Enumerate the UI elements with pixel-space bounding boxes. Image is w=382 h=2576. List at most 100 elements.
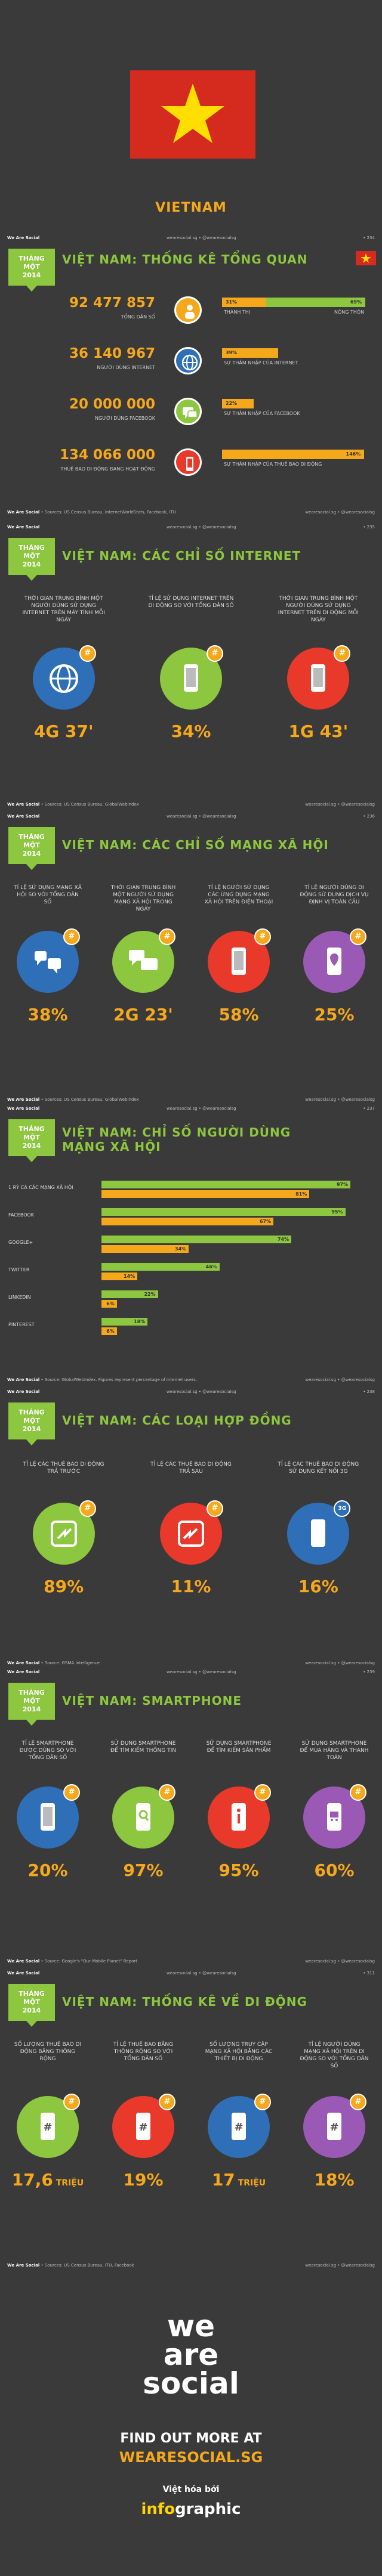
stat-value: 38% — [27, 1005, 68, 1024]
month-badge: THÁNG MỘT 2014 — [8, 249, 55, 292]
active-users-bar: 22% — [101, 1290, 158, 1298]
svg-text:#: # — [138, 2121, 147, 2134]
stat-item: TỈ LỆ CÁC THUÊ BAO DI ĐỘNG TRẢ SAU #11% — [127, 1461, 254, 1664]
slide-footer: We Are Social • Sources: US Census Burea… — [7, 2263, 375, 2268]
slide-header: We Are Social wearesocial.sg • @wearesoci… — [7, 236, 375, 240]
stat-badge: # — [206, 1500, 223, 1517]
stat-item: SỐ LƯỢNG THUÊ BAO DI ĐỘNG BĂNG THÔNG RỘN… — [0, 2041, 96, 2244]
stat-value: 18% — [314, 2170, 355, 2190]
stat-badge: 3G — [334, 1500, 351, 1517]
stat-question: SỬ DỤNG SMARTPHONE ĐỂ MUA HÀNG VÀ THANH … — [300, 1741, 369, 1761]
social-network-label: TWITTER — [8, 1267, 30, 1272]
stat-item: TỈ LỆ CÁC THUÊ BAO DI ĐỘNG TRẢ TRƯỚC #89% — [0, 1461, 127, 1664]
month-badge: THÁNG MỘT 2014 — [8, 538, 55, 581]
active-users-bar: 46% — [101, 1263, 220, 1271]
stat-question: TỈ LỆ SỬ DỤNG MẠNG XÃ HỘI SO VỚI TỔNG DÂ… — [14, 885, 82, 905]
active-users-bar: 6% — [101, 1300, 117, 1308]
overview-row-internet: 36 140 967 NGƯỜI DÙNG INTERNET 39% SỰ TH… — [0, 346, 382, 379]
stat-item: THỜI GIAN TRUNG BÌNH MỘT NGƯỜI DÙNG SỬ D… — [255, 595, 382, 798]
stat-item: THỜI GIAN TRUNG BÌNH MỘT NGƯỜI DÙNG SỬ D… — [0, 595, 127, 798]
stat-badge: # — [254, 928, 271, 945]
stat-item: TỈ LỆ SỬ DỤNG MẠNG XÃ HỘI SO VỚI TỔNG DÂ… — [0, 884, 96, 1087]
active-users-bar: 97% — [101, 1181, 351, 1188]
slide-footer: We Are Social • Source: GlobalWebIndex. … — [7, 1377, 375, 1382]
slide-social: We Are Social wearesocial.sg • @wearesoci… — [0, 814, 382, 1106]
stat-question: TỈ LỆ CÁC THUÊ BAO DI ĐỘNG TRẢ SAU — [150, 1462, 232, 1475]
vietnam-flag — [130, 70, 255, 159]
stat-question: TỈ LỆ CÁC THUÊ BAO DI ĐỘNG SỬ DỤNG KẾT N… — [278, 1462, 359, 1475]
stat-value: 1G 43' — [288, 722, 349, 741]
stat-badge: # — [159, 2094, 175, 2110]
stat-question: SỬ DỤNG SMARTPHONE ĐỂ TÌM KIẾM THÔNG TIN — [110, 1741, 176, 1754]
active-users-bar: 18% — [101, 1318, 148, 1326]
slide-title: VIỆT NAM: CÁC LOẠI HỢP ĐỒNG — [62, 1413, 292, 1428]
stat-value: 11% — [171, 1577, 211, 1596]
stat-question: SỬ DỤNG SMARTPHONE ĐỂ TÌM KIẾM SẢN PHẨM — [206, 1741, 272, 1754]
infographic-logo: infographic — [141, 2500, 241, 2518]
stat-question: THỜI GIAN TRUNG BÌNH MỘT NGƯỜI SỬ DỤNG M… — [110, 885, 176, 912]
stat-item: TỈ LỆ THUÊ BAO BĂNG THÔNG RỘNG SO VỚI TỔ… — [96, 2041, 191, 2244]
slide-mobile: We Are Social wearesocial.sg • @wearesoci… — [0, 1971, 382, 2272]
slide-contracts: We Are Social wearesocial.sg • @wearesoci… — [0, 1389, 382, 1670]
find-out-more: FIND OUT MORE AT — [120, 2431, 262, 2446]
mobile-penetration-bar: 146% — [222, 450, 365, 459]
people-icon — [174, 296, 202, 324]
hero: VIETNAM — [0, 0, 382, 215]
social-network-label: GOOGLE+ — [8, 1240, 33, 1245]
slide-footer: We Are Social • Sources: US Census Burea… — [7, 802, 375, 807]
overview-row-population: 92 477 857 TỔNG DÂN SỐ 31% 69% THÀNH THỊ… — [0, 295, 382, 329]
stat-item: SỬ DỤNG SMARTPHONE ĐỂ TÌM KIẾM SẢN PHẨM #… — [191, 1740, 286, 1943]
facebook-penetration-bar: 22% — [222, 399, 254, 408]
footer: we are social FIND OUT MORE AT WEARESOCIAL… — [0, 2275, 382, 2576]
translated-by: Việt hóa bởi — [162, 2485, 220, 2494]
social-network-label: FACEBOOK — [8, 1212, 35, 1218]
month-badge: THÁNG MỘT 2014 — [8, 1402, 55, 1445]
stat-question: TỈ LỆ THUÊ BAO BĂNG THÔNG RỘNG SO VỚI TỔ… — [113, 2042, 174, 2062]
internet-penetration-bar: 39% — [222, 348, 278, 358]
stat-value: 60% — [314, 1860, 355, 1880]
stat-unit: TRIỆU — [235, 2178, 266, 2188]
slide-smartphone: We Are Social wearesocial.sg • @wearesoci… — [0, 1670, 382, 1968]
vietnam-flag-small — [356, 251, 376, 265]
stat-badge: # — [79, 1500, 96, 1517]
globe-icon — [174, 347, 202, 374]
hero-title: VIETNAM — [155, 200, 227, 215]
stat-unit: TRIỆU — [53, 2178, 84, 2188]
stat-badge: # — [334, 645, 351, 662]
slide-title: VIỆT NAM: THỐNG KÊ TỔNG QUAN — [62, 252, 308, 267]
stat-badge: # — [254, 2094, 271, 2110]
stat-badge: # — [350, 2094, 366, 2110]
slide-footer: We Are Social • Sources: US Census Burea… — [7, 510, 375, 515]
slide-footer: We Are Social • Source: Google's "Our Mo… — [7, 1959, 375, 1964]
stat-item: TỈ LỆ NGƯỜI DÙNG DI ĐỘNG SỬ DỤNG DỊCH VỤ… — [286, 884, 382, 1087]
month-badge: THÁNG MỘT 2014 — [8, 1683, 55, 1726]
overview-row-facebook: 20 000 000 NGƯỜI DÙNG FACEBOOK 22% SỰ TH… — [0, 397, 382, 430]
month-badge: THÁNG MỘT 2014 — [8, 1119, 55, 1162]
month-badge: THÁNG MỘT 2014 — [8, 827, 55, 870]
stat-badge: # — [254, 1784, 271, 1801]
stat-value: 58% — [218, 1005, 259, 1024]
stat-badge: # — [350, 1784, 366, 1801]
slide-footer: We Are Social • Sources: US Census Burea… — [7, 1097, 375, 1102]
stat-value: 17 TRIỆU — [211, 2170, 266, 2190]
stat-value: 16% — [298, 1577, 338, 1596]
slide-title: VIỆT NAM: THỐNG KÊ VỀ DI ĐỘNG — [62, 1995, 307, 2009]
slide-social-users: We Are Social wearesocial.sg • @wearesoci… — [7, 1106, 375, 1382]
slide-title: VIỆT NAM: CÁC CHỈ SỐ INTERNET — [62, 549, 301, 563]
stat-item: THỜI GIAN TRUNG BÌNH MỘT NGƯỜI SỬ DỤNG M… — [96, 884, 191, 1087]
stat-value: 34% — [171, 722, 211, 741]
website-link[interactable]: WEARESOCIAL.SG — [119, 2449, 263, 2466]
stat-question: TỈ LỆ CÁC THUÊ BAO DI ĐỘNG TRẢ TRƯỚC — [23, 1462, 104, 1475]
stat-question: TỈ LỆ NGƯỜI DÙNG MẠNG XÃ HỘI TRÊN DI ĐỘN… — [300, 2042, 369, 2069]
slide-footer: We Are Social • Source: GSMA Intelligenc… — [7, 1661, 375, 1665]
chat-icon — [174, 398, 202, 425]
stat-item: TỈ LỆ SMARTPHONE ĐƯỢC DÙNG SO VỚI TỔNG D… — [0, 1740, 96, 1943]
active-users-bar: 67% — [101, 1218, 274, 1225]
stat-question: TỈ LỆ NGƯỜI SỬ DỤNG CÁC ỨNG DỤNG MẠNG XÃ… — [204, 885, 273, 905]
stat-value: 17,6 TRIỆU — [11, 2170, 84, 2190]
phone-icon — [174, 448, 202, 476]
stat-badge: # — [63, 2094, 80, 2110]
overview-row-mobile: 134 066 000 THUÊ BAO DI ĐỘNG ĐANG HOẠT Đ… — [0, 447, 382, 481]
active-users-bar: 95% — [101, 1208, 346, 1216]
svg-text:#: # — [329, 2121, 338, 2134]
